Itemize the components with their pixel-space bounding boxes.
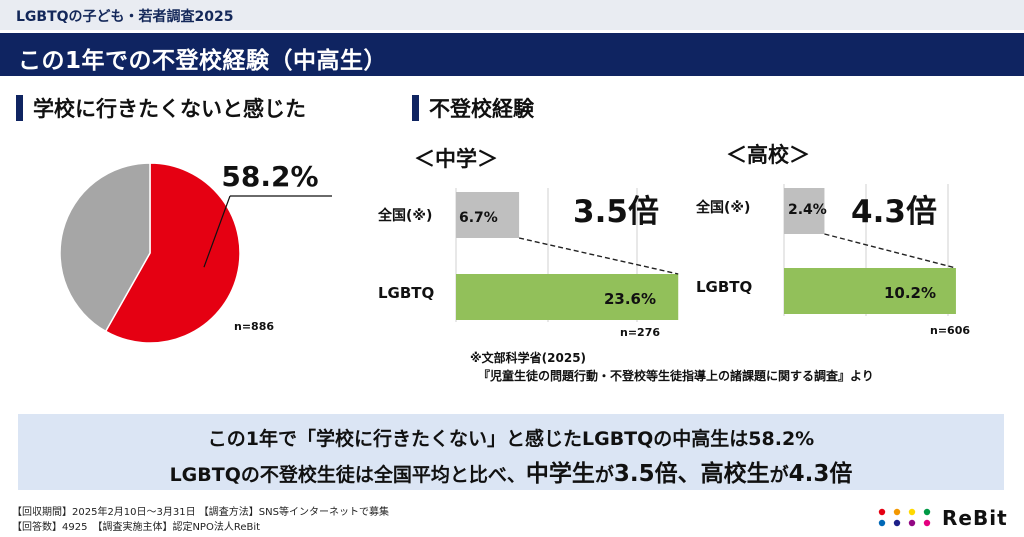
category-label-national: 全国(※) bbox=[695, 199, 750, 216]
bar-value-national: 6.7% bbox=[459, 210, 498, 226]
charts-canvas: 58.2% n=886 ＜中学＞ 全国(※) LGBTQ 6.7% 23.6% … bbox=[59, 143, 970, 383]
ratio-label-middle-school: 3.5倍 bbox=[573, 194, 659, 230]
source-note-line2: 『児童生徒の問題行動・不登校等生徒指導上の諸課題に関する調査』より bbox=[478, 368, 874, 383]
category-label-national: 全国(※) bbox=[377, 207, 432, 224]
summary-emphasis: 4.3倍 bbox=[788, 461, 853, 487]
footer-line2: 【回答数】4925 【調査実施主体】認定NPO法人ReBit bbox=[12, 522, 261, 533]
logo-dot bbox=[893, 508, 901, 516]
bar-chart-high-school: ＜高校＞ 全国(※) LGBTQ 2.4% 10.2% 4.3倍 n=606 bbox=[695, 143, 970, 337]
bar-lgbtq bbox=[784, 268, 956, 314]
pie-chart: 58.2% n=886 bbox=[59, 160, 332, 344]
page-title: この1年での不登校経験（中高生） bbox=[18, 48, 388, 74]
chart-title-high-school: ＜高校＞ bbox=[726, 143, 810, 167]
pie-leader-line bbox=[203, 195, 231, 268]
summary-emphasis: 中学生 bbox=[525, 461, 595, 487]
chart-title-middle-school: ＜中学＞ bbox=[414, 147, 498, 171]
summary-emphasis: 3.5倍、高校生 bbox=[613, 461, 770, 487]
logo-dot bbox=[878, 519, 886, 527]
pie-slice-felt-unwilling bbox=[104, 162, 241, 344]
pie-slice-other bbox=[59, 162, 151, 333]
footer-line1: 【回収期間】2025年2月10日～3月31日 【調査方法】SNS等インターネット… bbox=[12, 507, 389, 518]
n-note-high-school: n=606 bbox=[930, 324, 970, 337]
section-heading-right: 不登校経験 bbox=[412, 94, 534, 122]
bar-value-lgbtq: 10.2% bbox=[884, 284, 936, 302]
section-heading-left-text: 学校に行きたくないと感じた bbox=[33, 97, 306, 121]
logo-dot bbox=[893, 519, 901, 527]
logo-dot bbox=[908, 519, 916, 527]
section-heading-right-text: 不登校経験 bbox=[429, 97, 534, 121]
bar-value-national: 2.4% bbox=[788, 202, 827, 218]
section-marker bbox=[412, 95, 419, 121]
logo-dot bbox=[923, 508, 931, 516]
summary-line2: LGBTQの不登校生徒は全国平均と比べ、中学生が3.5倍、高校生が4.3倍 bbox=[18, 454, 1004, 488]
ratio-label-high-school: 4.3倍 bbox=[851, 194, 937, 230]
category-label-lgbtq: LGBTQ bbox=[378, 284, 434, 302]
bar-lgbtq bbox=[456, 274, 679, 320]
summary-line1: この1年で「学校に行きたくない」と感じたLGBTQの中高生は58.2% bbox=[207, 428, 815, 450]
rebit-logo: ReBit bbox=[876, 506, 1008, 530]
section-marker bbox=[16, 95, 23, 121]
logo-dot bbox=[923, 519, 931, 527]
bar-value-lgbtq: 23.6% bbox=[604, 290, 656, 308]
section-heading-left: 学校に行きたくないと感じた bbox=[16, 94, 306, 122]
comparison-dashed-line bbox=[518, 237, 679, 275]
summary-text: が bbox=[769, 464, 789, 486]
summary-box: この1年で「学校に行きたくない」と感じたLGBTQの中高生は58.2% LGBT… bbox=[18, 414, 1004, 490]
source-note-line1: ※文部科学省(2025) bbox=[470, 350, 586, 365]
comparison-dashed-line bbox=[824, 233, 957, 269]
logo-dots-icon bbox=[878, 508, 931, 527]
pie-data-label: 58.2% bbox=[221, 160, 318, 193]
header-survey-bar: LGBTQの子ども・若者調査2025 bbox=[0, 0, 1024, 30]
summary-text: が bbox=[594, 464, 614, 486]
logo-dot bbox=[908, 508, 916, 516]
survey-name: LGBTQの子ども・若者調査2025 bbox=[16, 9, 234, 25]
pie-n-note: n=886 bbox=[234, 320, 274, 333]
logo-text: ReBit bbox=[942, 506, 1008, 530]
bar-national bbox=[784, 188, 825, 234]
summary-text: LGBTQの不登校生徒は全国平均と比べ、 bbox=[169, 464, 526, 486]
logo-dot bbox=[878, 508, 886, 516]
n-note-middle-school: n=276 bbox=[620, 326, 660, 339]
category-label-lgbtq: LGBTQ bbox=[696, 278, 752, 296]
bar-chart-middle-school: ＜中学＞ 全国(※) LGBTQ 6.7% 23.6% 3.5倍 n=276 bbox=[377, 147, 679, 339]
bar-national bbox=[456, 192, 520, 238]
title-bar: この1年での不登校経験（中高生） bbox=[0, 33, 1024, 76]
